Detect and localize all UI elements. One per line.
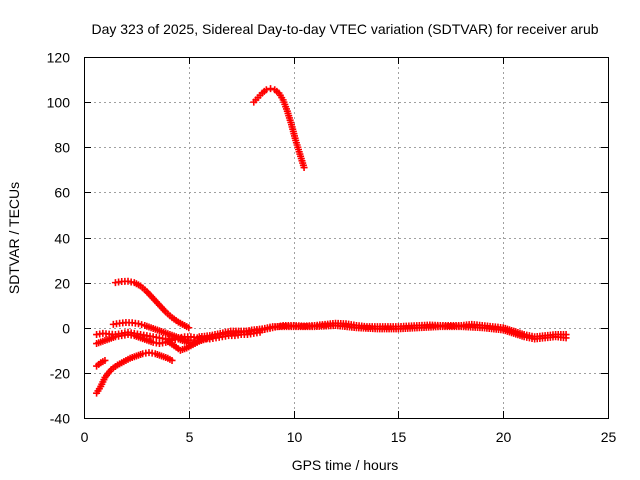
tick-labels: 0 5 10 15 20 25 -40 -20 0 20 40 60 80 100 120 [47, 50, 617, 446]
data-point [138, 321, 146, 329]
x-tick-label: 0 [81, 429, 89, 445]
data-point [185, 324, 193, 332]
y-tick-label: 40 [54, 231, 70, 247]
chart-title: Day 323 of 2025, Sidereal Day-to-day VTE… [91, 21, 598, 37]
x-tick-label: 20 [496, 429, 512, 445]
y-tick-label: 80 [54, 140, 70, 156]
data-point [562, 334, 570, 342]
series-arc-short [93, 356, 109, 370]
plot-frame [84, 57, 609, 419]
grid-lines [84, 57, 608, 418]
y-tick-label: 120 [47, 50, 71, 66]
x-tick-label: 10 [287, 429, 303, 445]
data-layer [93, 85, 570, 397]
y-axis-label: SDTVAR / TECUs [6, 182, 22, 294]
y-tick-label: -20 [50, 366, 70, 382]
series-arc-band [216, 321, 570, 343]
y-tick-label: 0 [62, 321, 70, 337]
data-point [262, 86, 270, 94]
data-point [300, 164, 308, 172]
axis-ticks [84, 57, 609, 419]
y-tick-label: -40 [50, 411, 70, 427]
x-tick-label: 25 [601, 429, 617, 445]
data-point [267, 85, 275, 93]
data-point [168, 356, 176, 364]
y-tick-label: 60 [54, 185, 70, 201]
x-axis-label: GPS time / hours [292, 457, 399, 473]
series-arc-20 [111, 277, 193, 332]
x-tick-label: 5 [186, 429, 194, 445]
series-arc-high [250, 85, 308, 172]
y-tick-label: 100 [47, 95, 71, 111]
x-tick-label: 15 [391, 429, 407, 445]
data-point [101, 356, 109, 364]
data-point [134, 320, 142, 328]
y-tick-label: 20 [54, 276, 70, 292]
series-arc-neg30 [93, 349, 176, 397]
